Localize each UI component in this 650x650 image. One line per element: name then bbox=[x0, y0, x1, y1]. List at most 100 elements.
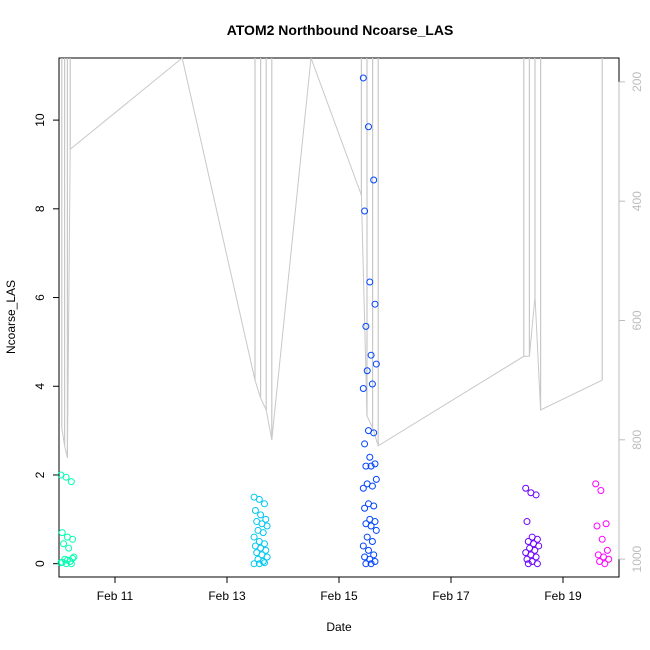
data-point bbox=[598, 535, 606, 543]
data-point bbox=[602, 520, 610, 528]
right-tick-label: 400 bbox=[630, 191, 644, 211]
data-point bbox=[371, 557, 379, 565]
data-point bbox=[370, 429, 378, 437]
data-point bbox=[368, 538, 376, 546]
x-axis-label: Date bbox=[326, 620, 352, 634]
data-point bbox=[593, 522, 601, 530]
data-point bbox=[372, 360, 380, 368]
data-point bbox=[531, 546, 539, 554]
y-tick-label: 0 bbox=[33, 560, 47, 567]
data-point bbox=[362, 322, 370, 330]
right-tick-label: 800 bbox=[630, 429, 644, 449]
y-tick-label: 10 bbox=[33, 113, 47, 127]
data-point bbox=[70, 553, 78, 561]
x-tick-label: Feb 13 bbox=[208, 589, 246, 603]
data-point bbox=[367, 351, 375, 359]
data-point bbox=[370, 551, 378, 559]
data-point bbox=[366, 278, 374, 286]
data-point bbox=[368, 482, 376, 490]
y-axis: 0 2 4 6 8 10 bbox=[33, 113, 59, 567]
y-axis-label: Ncoarse_LAS bbox=[4, 280, 18, 354]
data-point bbox=[361, 440, 369, 448]
data-point bbox=[251, 506, 259, 514]
data-point bbox=[365, 123, 372, 131]
data-point bbox=[367, 560, 375, 568]
data-point bbox=[250, 560, 258, 568]
x-axis: Feb 11 Feb 13 Feb 15 Feb 17 Feb 19 bbox=[97, 577, 582, 603]
x-tick-label: Feb 17 bbox=[432, 589, 470, 603]
data-points bbox=[57, 74, 613, 568]
data-point bbox=[359, 484, 367, 492]
data-point bbox=[62, 560, 70, 568]
data-point bbox=[67, 478, 75, 486]
right-tick-label: 200 bbox=[630, 72, 644, 92]
data-point bbox=[367, 522, 375, 530]
data-point bbox=[257, 511, 265, 519]
right-axis: 200 400 600 800 1000 bbox=[618, 72, 644, 572]
data-point bbox=[601, 560, 609, 568]
data-point bbox=[69, 554, 77, 562]
y-tick-label: 2 bbox=[33, 471, 47, 478]
data-point bbox=[255, 560, 263, 568]
data-point bbox=[363, 533, 371, 541]
data-point bbox=[69, 535, 77, 543]
data-point bbox=[532, 491, 540, 499]
data-point bbox=[262, 546, 270, 554]
right-tick-label: 1000 bbox=[630, 545, 644, 572]
secondary-line bbox=[61, 57, 603, 458]
data-point bbox=[362, 462, 370, 470]
data-point bbox=[263, 522, 271, 530]
data-point bbox=[359, 542, 367, 550]
data-point bbox=[372, 526, 380, 534]
data-point bbox=[366, 453, 374, 461]
data-point bbox=[361, 207, 369, 215]
data-point bbox=[60, 540, 67, 548]
data-point bbox=[259, 557, 267, 565]
chart-title: ATOM2 Northbound Ncoarse_LAS bbox=[227, 22, 454, 38]
data-point bbox=[363, 367, 371, 375]
data-point bbox=[62, 473, 70, 481]
data-point bbox=[262, 515, 270, 523]
data-point bbox=[597, 487, 605, 494]
y-tick-label: 8 bbox=[33, 205, 47, 212]
data-point bbox=[605, 555, 613, 563]
data-point bbox=[367, 462, 375, 470]
data-point bbox=[370, 176, 378, 184]
x-tick-label: Feb 19 bbox=[544, 589, 582, 603]
data-point bbox=[261, 540, 268, 548]
data-point bbox=[533, 560, 541, 568]
data-point bbox=[524, 560, 532, 568]
data-point bbox=[261, 500, 268, 508]
data-point bbox=[592, 480, 600, 488]
data-point bbox=[523, 518, 531, 526]
data-point bbox=[359, 74, 367, 82]
data-point bbox=[359, 384, 367, 392]
data-point bbox=[361, 504, 369, 512]
data-point bbox=[371, 300, 379, 308]
data-point bbox=[365, 546, 372, 554]
data-point bbox=[603, 546, 611, 554]
data-point bbox=[371, 518, 379, 526]
y-tick-label: 6 bbox=[33, 294, 47, 301]
data-point bbox=[522, 484, 530, 492]
x-tick-label: Feb 15 bbox=[320, 589, 358, 603]
y-tick-label: 4 bbox=[33, 383, 47, 390]
x-tick-label: Feb 11 bbox=[97, 589, 134, 603]
data-point bbox=[368, 380, 376, 388]
data-point bbox=[533, 535, 541, 543]
data-point bbox=[250, 533, 258, 541]
data-point bbox=[263, 553, 271, 561]
data-point bbox=[261, 559, 268, 567]
data-point bbox=[372, 475, 380, 483]
data-point bbox=[371, 460, 379, 468]
data-point bbox=[259, 529, 267, 537]
data-point bbox=[58, 529, 66, 537]
data-point bbox=[255, 495, 263, 503]
data-point bbox=[362, 560, 370, 568]
data-point bbox=[535, 542, 543, 550]
data-point bbox=[65, 544, 73, 552]
data-point bbox=[370, 502, 378, 510]
data-point bbox=[532, 553, 540, 561]
secondary-series bbox=[61, 57, 603, 458]
